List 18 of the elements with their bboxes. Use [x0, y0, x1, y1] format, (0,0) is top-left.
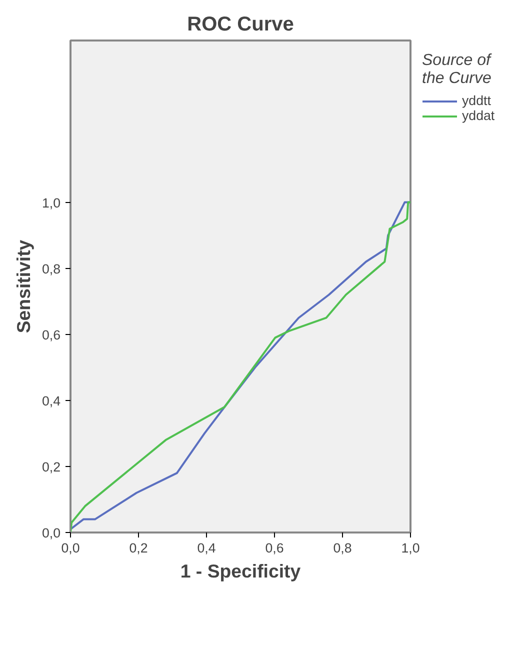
y-axis-title: Sensitivity — [12, 239, 34, 334]
legend-label: yddtt — [462, 93, 491, 108]
x-tick-label: 0,2 — [129, 540, 148, 556]
x-tick-label: 0,8 — [333, 540, 352, 556]
chart-title: ROC Curve — [187, 14, 294, 36]
y-tick-label: 0,2 — [42, 459, 61, 474]
legend-title: Source of the Curve — [422, 52, 493, 88]
y-tick-label: 0,4 — [42, 393, 62, 408]
x-tick-label: 0,4 — [197, 540, 216, 556]
x-axis-title: 1 - Specificity — [180, 560, 302, 582]
y-tick-label: 0,6 — [42, 327, 61, 342]
x-tick-label: 0,0 — [61, 540, 80, 556]
x-tick-label: 1,0 — [401, 540, 420, 556]
y-tick-label: 0,8 — [42, 261, 61, 276]
x-tick-label: 0,6 — [265, 540, 284, 556]
y-tick-label: 0,0 — [42, 526, 61, 540]
y-tick-label: 1,0 — [42, 195, 61, 210]
legend-label: yddat — [462, 108, 495, 123]
